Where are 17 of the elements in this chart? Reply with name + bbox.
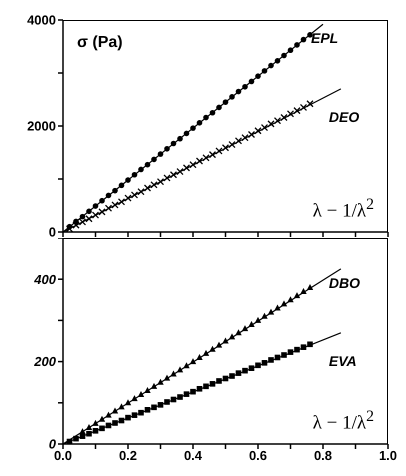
series-label: EVA (328, 352, 357, 369)
y-axis-title: σ (Pa) (77, 34, 123, 52)
y-tick-label: 2000 (27, 118, 56, 134)
y-tick-label: 4000 (27, 12, 56, 28)
x-tick-label: 0.2 (118, 448, 138, 464)
x-axis-title: λ − 1/λ$^{2}$ (312, 408, 374, 434)
y-tick-label: 0 (48, 224, 56, 240)
x-tick-label: 1.0 (378, 448, 398, 464)
series-label: DEO (328, 108, 360, 125)
x-axis-title: λ − 1/λ$^{2}$ (312, 196, 374, 222)
x-tick-label: 0.6 (248, 448, 268, 464)
series-label: EPL (311, 30, 338, 46)
y-tick-label: 400 (33, 272, 57, 287)
y-tick-label: 200 (33, 354, 57, 370)
x-tick-label: 0.8 (314, 448, 332, 464)
x-tick-label: 0.4 (184, 448, 203, 464)
series-label: DBO (328, 274, 360, 291)
